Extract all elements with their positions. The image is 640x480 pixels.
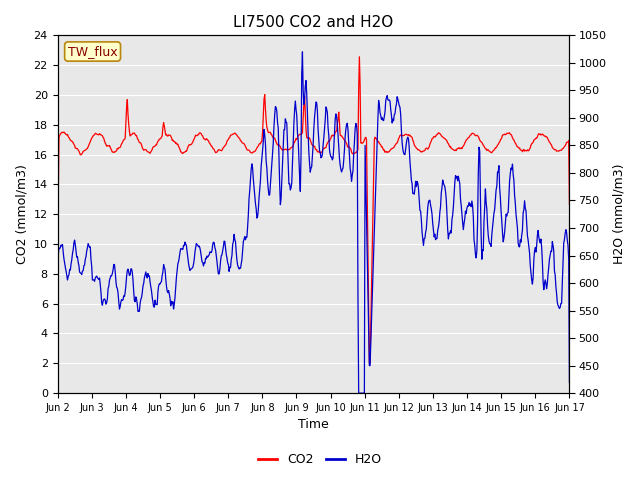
Legend: CO2, H2O: CO2, H2O [253,448,387,471]
X-axis label: Time: Time [298,419,329,432]
Y-axis label: CO2 (mmol/m3): CO2 (mmol/m3) [15,164,28,264]
Text: TW_flux: TW_flux [68,45,117,58]
Y-axis label: H2O (mmol/m3): H2O (mmol/m3) [612,164,625,264]
Title: LI7500 CO2 and H2O: LI7500 CO2 and H2O [234,15,394,30]
